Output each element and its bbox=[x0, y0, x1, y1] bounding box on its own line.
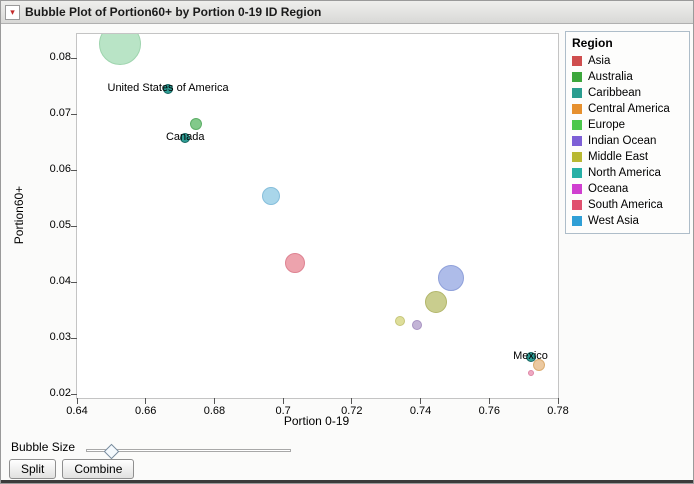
report-title-bar: ▾ Bubble Plot of Portion60+ by Portion 0… bbox=[1, 1, 693, 24]
legend-item-south-america[interactable]: South America bbox=[572, 197, 683, 213]
y-tick-mark bbox=[71, 113, 77, 115]
legend-item-label: West Asia bbox=[588, 215, 639, 227]
y-tick-label: 0.03 bbox=[49, 331, 71, 344]
legend-item-caribbean[interactable]: Caribbean bbox=[572, 85, 683, 101]
x-tick-mark bbox=[557, 398, 559, 404]
y-tick-label: 0.02 bbox=[49, 387, 71, 400]
x-tick-mark bbox=[351, 398, 353, 404]
legend-swatch-icon bbox=[572, 56, 582, 66]
bubble-label: Canada bbox=[165, 131, 205, 144]
split-button[interactable]: Split bbox=[9, 459, 57, 479]
legend-items: Asia Australia Caribbean Central America Eur… bbox=[572, 53, 683, 229]
legend-swatch-icon bbox=[572, 216, 582, 226]
x-tick-label: 0.74 bbox=[409, 405, 432, 417]
legend-swatch-icon bbox=[572, 200, 582, 210]
combine-button[interactable]: Combine bbox=[62, 459, 135, 479]
legend-item-europe[interactable]: Europe bbox=[572, 117, 683, 133]
y-tick-label: 0.08 bbox=[49, 51, 71, 64]
y-tick-label: 0.04 bbox=[49, 275, 71, 288]
bubble-australia[interactable] bbox=[189, 118, 202, 131]
bubble-middle-east[interactable] bbox=[394, 315, 405, 326]
y-tick-mark bbox=[71, 169, 77, 171]
bubble-size-label: Bubble Size bbox=[11, 440, 76, 454]
bubble-label: United States of America bbox=[107, 81, 229, 94]
bubble-north-america[interactable] bbox=[525, 352, 536, 363]
bubble-north-america[interactable] bbox=[163, 83, 174, 94]
legend-item-west-asia[interactable]: West Asia bbox=[572, 213, 683, 229]
button-row: Split Combine bbox=[9, 459, 135, 479]
bubble-west-asia[interactable] bbox=[262, 187, 281, 206]
x-tick-mark bbox=[76, 398, 78, 404]
legend-item-middle-east[interactable]: Middle East bbox=[572, 149, 683, 165]
y-tick-mark bbox=[71, 225, 77, 227]
legend-item-indian-ocean[interactable]: Indian Ocean bbox=[572, 133, 683, 149]
slider-thumb[interactable] bbox=[103, 443, 119, 460]
slider-track[interactable] bbox=[86, 449, 291, 452]
legend-swatch-icon bbox=[572, 72, 582, 82]
bubble-europe[interactable] bbox=[98, 34, 141, 65]
legend-title: Region bbox=[572, 36, 613, 50]
bubble-layer: United States of America Canada Mexico bbox=[77, 34, 558, 398]
y-tick-mark bbox=[71, 393, 77, 395]
x-tick-mark bbox=[488, 398, 490, 404]
legend-item-label: South America bbox=[588, 199, 663, 211]
x-tick-label: 0.64 bbox=[66, 405, 88, 417]
x-tick-label: 0.66 bbox=[134, 405, 157, 417]
y-tick-mark bbox=[71, 281, 77, 283]
legend-swatch-icon bbox=[572, 168, 582, 178]
bubble-north-america[interactable] bbox=[180, 133, 191, 144]
x-tick-mark bbox=[420, 398, 422, 404]
x-tick-label: 0.68 bbox=[203, 405, 226, 417]
bubble-middle-east[interactable] bbox=[425, 290, 448, 313]
report-title: Bubble Plot of Portion60+ by Portion 0-1… bbox=[25, 5, 322, 19]
y-tick-label: 0.07 bbox=[49, 107, 71, 120]
legend-swatch-icon bbox=[572, 88, 582, 98]
x-tick-mark bbox=[213, 398, 215, 404]
x-tick-label: 0.72 bbox=[341, 405, 363, 417]
legend-item-label: Australia bbox=[588, 71, 633, 83]
legend-item-label: Central America bbox=[588, 103, 670, 115]
y-tick-mark bbox=[71, 337, 77, 339]
legend-item-label: Caribbean bbox=[588, 87, 642, 99]
x-tick-label: 0.78 bbox=[547, 405, 569, 417]
disclosure-button[interactable]: ▾ bbox=[5, 5, 20, 20]
bubble-indian-ocean[interactable] bbox=[412, 319, 423, 330]
legend-item-label: Middle East bbox=[588, 151, 649, 163]
legend-item-label: Oceana bbox=[588, 183, 629, 195]
legend-swatch-icon bbox=[572, 136, 582, 146]
legend-swatch-icon bbox=[572, 120, 582, 130]
x-tick-mark bbox=[282, 398, 284, 404]
red-triangle-icon: ▾ bbox=[10, 7, 15, 17]
legend-item-central-america[interactable]: Central America bbox=[572, 101, 683, 117]
bubble-indian-ocean[interactable] bbox=[438, 264, 465, 291]
legend-swatch-icon bbox=[572, 184, 582, 194]
window-bottom-edge bbox=[1, 480, 693, 483]
x-tick-label: 0.7 bbox=[275, 405, 291, 417]
bubble-central-america[interactable] bbox=[533, 358, 546, 371]
x-tick-label: 0.76 bbox=[478, 405, 500, 417]
legend-swatch-icon bbox=[572, 152, 582, 162]
y-tick-label: 0.06 bbox=[49, 163, 71, 176]
legend-item-asia[interactable]: Asia bbox=[572, 53, 683, 69]
plot-area: United States of America Canada Mexico 0.0… bbox=[50, 33, 569, 417]
legend-item-oceana[interactable]: Oceana bbox=[572, 181, 683, 197]
y-tick-label: 0.05 bbox=[49, 219, 71, 232]
legend-item-australia[interactable]: Australia bbox=[572, 69, 683, 85]
legend-item-label: Indian Ocean bbox=[588, 135, 657, 147]
legend-item-label: Europe bbox=[588, 119, 626, 131]
bubble-size-slider[interactable] bbox=[86, 443, 291, 460]
legend-swatch-icon bbox=[572, 104, 582, 114]
legend-item-north-america[interactable]: North America bbox=[572, 165, 683, 181]
legend: Region Asia Australia Caribbean Central Ame… bbox=[565, 31, 690, 234]
legend-item-label: North America bbox=[588, 167, 661, 179]
bubble-south-america[interactable] bbox=[285, 253, 306, 274]
y-tick-mark bbox=[71, 57, 77, 59]
x-tick-mark bbox=[145, 398, 147, 404]
y-axis-title: Portion60+ bbox=[12, 185, 26, 245]
bubble-oceana[interactable] bbox=[527, 369, 534, 376]
legend-item-label: Asia bbox=[588, 55, 611, 67]
x-axis-title: Portion 0-19 bbox=[283, 414, 350, 428]
